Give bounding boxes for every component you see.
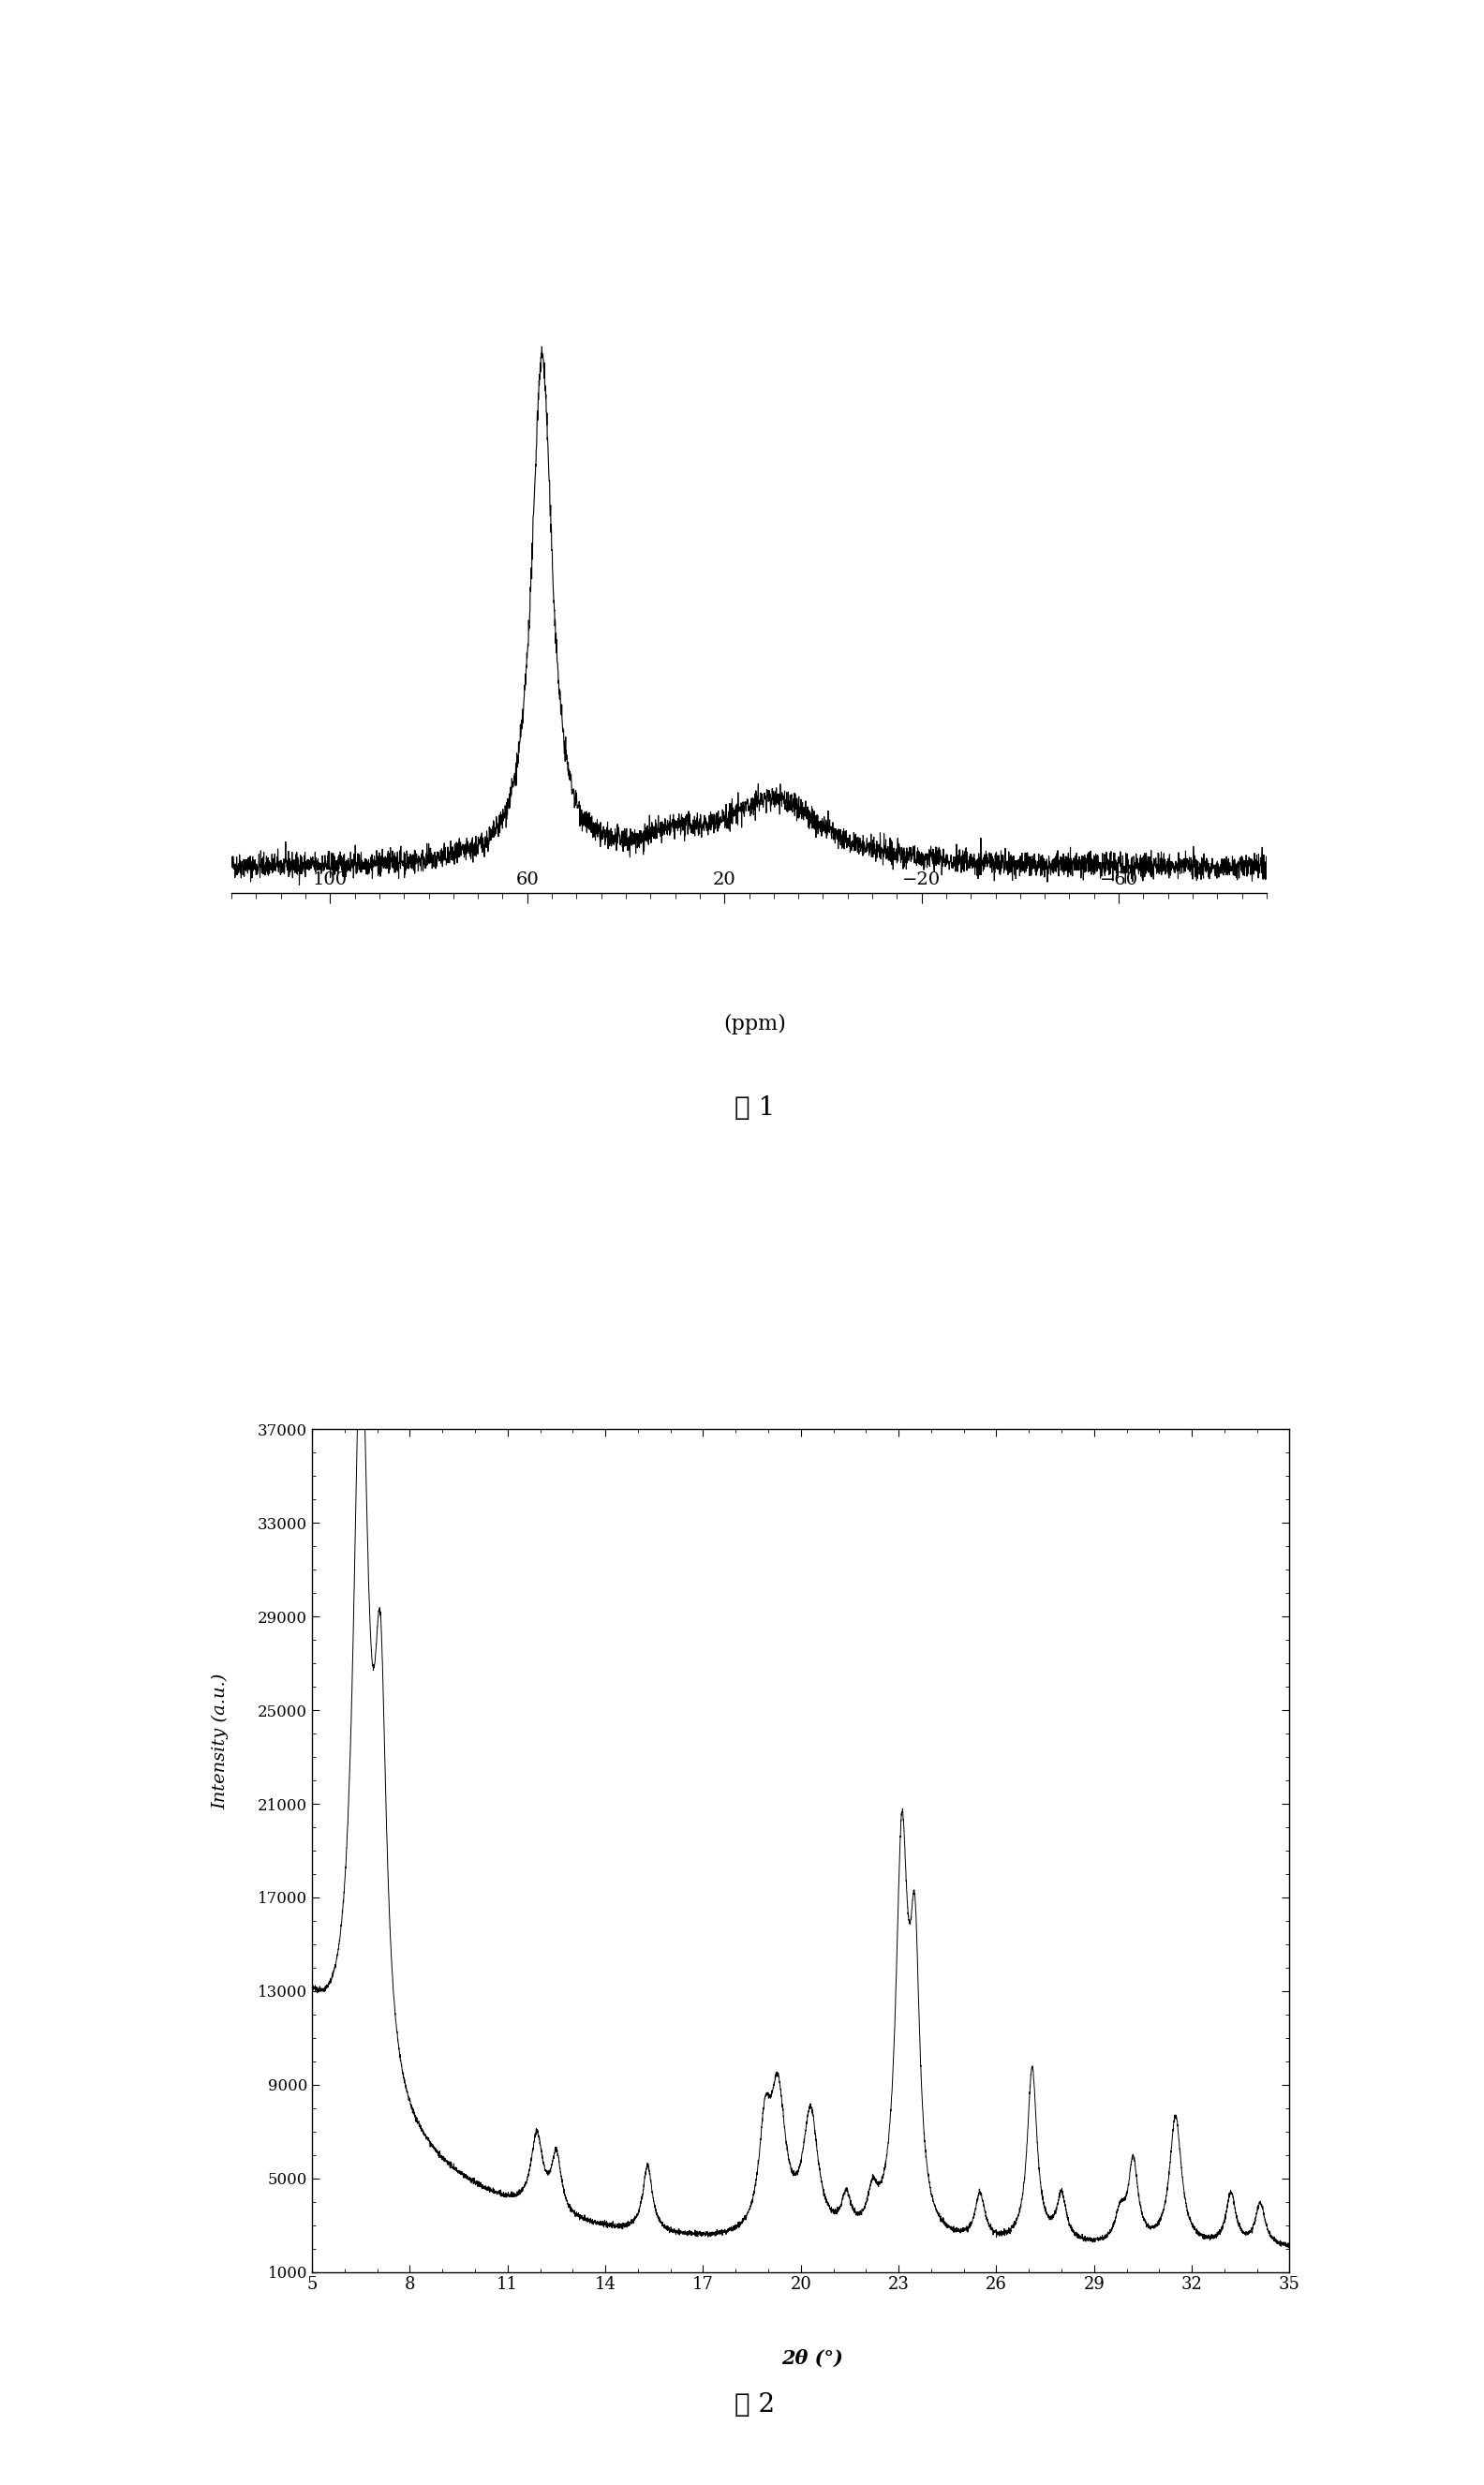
Text: Intensity (a.u.): Intensity (a.u.) [211, 1672, 229, 1809]
Text: 图 2: 图 2 [735, 2393, 775, 2418]
Text: 图 1: 图 1 [735, 1096, 775, 1121]
Text: 2θ (°): 2θ (°) [782, 2348, 843, 2368]
Text: (ppm): (ppm) [724, 1014, 787, 1034]
